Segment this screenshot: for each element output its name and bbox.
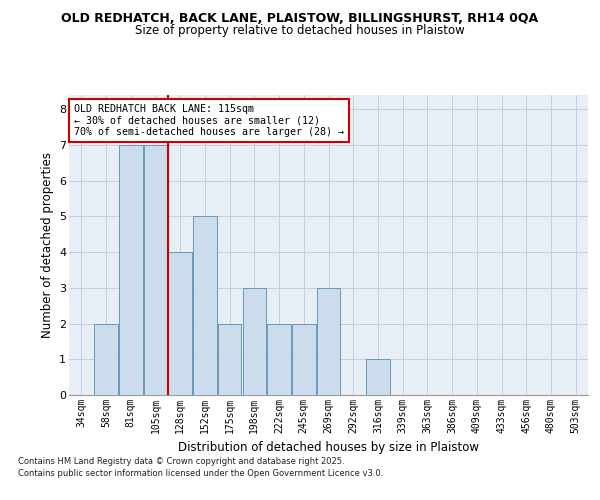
Bar xyxy=(169,252,192,395)
Text: Contains HM Land Registry data © Crown copyright and database right 2025.: Contains HM Land Registry data © Crown c… xyxy=(18,458,344,466)
Bar xyxy=(268,324,291,395)
Bar xyxy=(193,216,217,395)
Bar xyxy=(144,145,167,395)
Text: OLD REDHATCH BACK LANE: 115sqm
← 30% of detached houses are smaller (12)
70% of : OLD REDHATCH BACK LANE: 115sqm ← 30% of … xyxy=(74,104,344,137)
Bar xyxy=(94,324,118,395)
Bar xyxy=(317,288,340,395)
Text: Contains public sector information licensed under the Open Government Licence v3: Contains public sector information licen… xyxy=(18,469,383,478)
X-axis label: Distribution of detached houses by size in Plaistow: Distribution of detached houses by size … xyxy=(178,442,479,454)
Y-axis label: Number of detached properties: Number of detached properties xyxy=(41,152,53,338)
Bar xyxy=(292,324,316,395)
Bar xyxy=(366,360,389,395)
Bar xyxy=(119,145,143,395)
Bar xyxy=(218,324,241,395)
Text: Size of property relative to detached houses in Plaistow: Size of property relative to detached ho… xyxy=(135,24,465,37)
Text: OLD REDHATCH, BACK LANE, PLAISTOW, BILLINGSHURST, RH14 0QA: OLD REDHATCH, BACK LANE, PLAISTOW, BILLI… xyxy=(61,12,539,26)
Bar xyxy=(242,288,266,395)
